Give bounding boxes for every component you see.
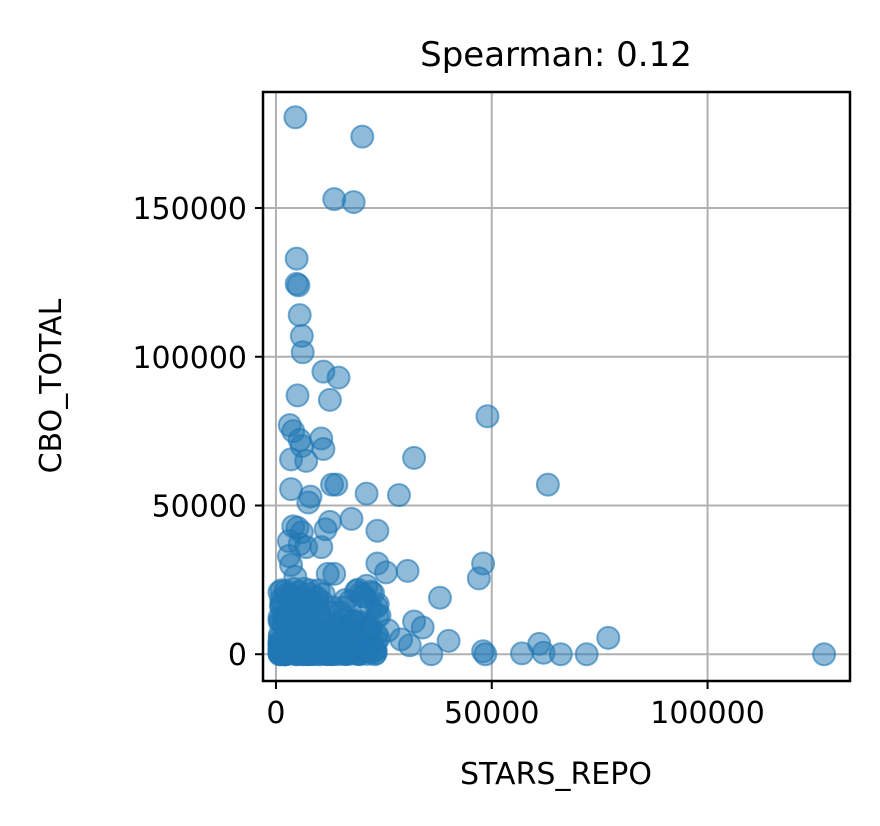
scatter-point <box>286 273 311 298</box>
y-tick-label: 100000 <box>132 341 247 376</box>
y-tick-label: 150000 <box>132 192 247 227</box>
scatter-point <box>339 506 364 531</box>
scatter-point <box>365 518 390 543</box>
x-axis-label: STARS_REPO <box>460 757 652 792</box>
scatter-point <box>574 642 599 667</box>
scatter-point <box>354 481 379 506</box>
scatter-point <box>296 490 321 515</box>
scatter-point <box>294 448 319 473</box>
scatter-points <box>267 105 837 667</box>
y-axis-label: CBO_TOTAL <box>34 298 69 473</box>
scatter-point <box>350 124 375 149</box>
scatter-point <box>402 445 427 470</box>
scatter-point <box>276 544 301 569</box>
axis-ticks: 0 50000 100000 0 50000 100000 150000 <box>132 192 764 731</box>
scatter-point <box>350 584 375 609</box>
scatter-point <box>341 190 366 215</box>
scatter-point <box>322 187 347 212</box>
scatter-point <box>548 642 573 667</box>
scatter-point <box>317 387 342 412</box>
y-tick-label: 0 <box>228 638 247 673</box>
scatter-point <box>283 105 308 130</box>
scatter-point <box>419 642 444 667</box>
x-tick-label: 50000 <box>444 696 539 731</box>
scatter-point <box>596 625 621 650</box>
scatter-point <box>311 436 336 461</box>
scatter-point <box>285 383 310 408</box>
scatter-point <box>362 642 387 667</box>
scatter-point <box>333 621 358 646</box>
scatter-point <box>284 246 309 271</box>
scatter-point <box>309 535 334 560</box>
scatter-point <box>324 472 349 497</box>
scatter-point <box>395 558 420 583</box>
plot-frame <box>261 90 852 683</box>
scatter-point <box>473 642 498 667</box>
scatter-point <box>386 483 411 508</box>
scatter-point <box>535 472 560 497</box>
scatter-point <box>436 628 461 653</box>
y-tick-label: 50000 <box>152 489 247 524</box>
scatter-point <box>427 585 452 610</box>
scatter-point <box>283 638 308 663</box>
scatter-point <box>812 642 837 667</box>
scatter-point <box>326 365 351 390</box>
x-tick-label: 0 <box>266 696 285 731</box>
x-tick-label: 100000 <box>650 696 765 731</box>
scatter-point <box>274 582 299 607</box>
scatter-point <box>410 615 435 640</box>
scatter-point <box>374 560 399 585</box>
scatter-point <box>287 303 312 328</box>
scatter-point <box>466 566 491 591</box>
scatter-point <box>475 404 500 429</box>
chart-title: Spearman: 0.12 <box>420 35 692 75</box>
scatter-point <box>290 340 315 365</box>
scatter-point <box>272 612 297 637</box>
scatter-point <box>308 638 333 663</box>
scatter-point <box>322 561 347 586</box>
